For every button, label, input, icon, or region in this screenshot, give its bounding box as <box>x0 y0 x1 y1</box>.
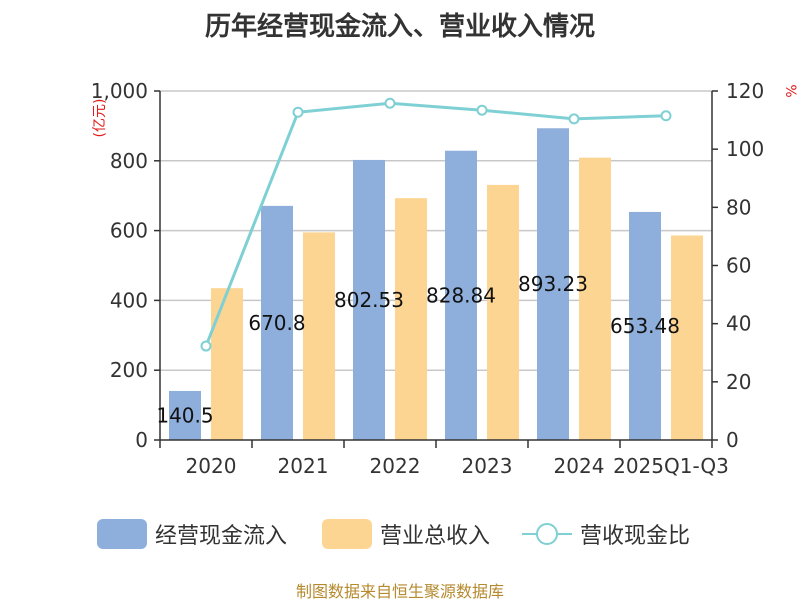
legend-label-cash-ratio: 营收现金比 <box>580 524 691 549</box>
chart-legend: 经营现金流入 营业总收入 营收现金比 <box>0 516 800 556</box>
legend-label-revenue: 营业总收入 <box>380 524 491 549</box>
line-cash-ratio <box>204 101 667 347</box>
bar-revenue <box>671 235 703 440</box>
x-tick-label: 2020 <box>186 454 237 478</box>
axes-layer: 0 200 400 600 800 1,000 0 20 40 60 80 100 120 (亿元)% 20… <box>91 79 798 478</box>
y-right-tick-label: 80 <box>726 195 751 219</box>
data-label-cash-inflow: 653.48 <box>610 314 680 338</box>
y-right-unit-label: % <box>782 84 798 97</box>
data-label-cash-inflow: 140.5 <box>156 403 213 427</box>
x-tick-label: 2025Q1-Q3 <box>613 454 729 478</box>
bar-revenue <box>211 288 243 440</box>
legend-line-cash-ratio <box>522 519 572 549</box>
legend-item-cash-inflow[interactable]: 经营现金流入 <box>97 516 287 552</box>
y-right-tick-label: 120 <box>726 79 764 103</box>
chart-title: 历年经营现金流入、营业收入情况 <box>204 12 595 42</box>
bar-cash-inflow <box>261 205 293 440</box>
legend-item-cash-ratio[interactable]: 营收现金比 <box>522 516 690 552</box>
point-cash-ratio <box>384 97 396 109</box>
data-label-cash-inflow: 802.53 <box>334 288 404 312</box>
bars-layer <box>169 128 703 440</box>
line-layer <box>200 97 672 352</box>
y-left-tick-label: 800 <box>110 149 148 173</box>
bar-revenue <box>303 232 335 440</box>
bar-revenue <box>487 184 519 440</box>
bar-cash-inflow <box>537 128 569 440</box>
y-right-tick-label: 20 <box>726 370 751 394</box>
point-cash-ratio <box>568 113 580 125</box>
y-left-tick-label: 200 <box>110 358 148 382</box>
bar-revenue <box>395 198 427 440</box>
point-cash-ratio <box>200 340 212 352</box>
bar-cash-inflow <box>353 159 385 440</box>
y-left-tick-label: 400 <box>110 288 148 312</box>
x-tick-label: 2022 <box>370 454 421 478</box>
data-source-note: 制图数据来自恒生聚源数据库 <box>295 582 504 601</box>
y-right-tick-label: 60 <box>726 254 751 278</box>
legend-item-revenue[interactable]: 营业总收入 <box>322 516 490 552</box>
y-right-tick-label: 40 <box>726 312 751 336</box>
y-right-tick-label: 100 <box>726 137 764 161</box>
y-left-tick-label: 0 <box>135 428 148 452</box>
x-tick-label: 2023 <box>462 454 513 478</box>
y-right-tick-label: 0 <box>726 428 739 452</box>
legend-label-cash-inflow: 经营现金流入 <box>155 524 288 549</box>
point-cash-ratio <box>660 110 672 122</box>
x-tick-label: 2024 <box>554 454 605 478</box>
data-label-cash-inflow: 893.23 <box>518 272 588 296</box>
labels-layer: 140.5 670.8 802.53 828.84 893.23 653.48 <box>156 272 680 427</box>
legend-swatch-revenue <box>322 519 372 549</box>
data-label-cash-inflow: 670.8 <box>248 311 305 335</box>
bar-cash-inflow <box>169 390 201 440</box>
y-left-tick-label: 600 <box>110 219 148 243</box>
y-left-tick-label: 1,000 <box>91 79 148 103</box>
bar-revenue <box>579 157 611 440</box>
data-label-cash-inflow: 828.84 <box>426 283 496 307</box>
bar-cash-inflow <box>629 211 661 440</box>
bar-cash-inflow <box>445 150 477 440</box>
x-tick-label: 2021 <box>278 454 329 478</box>
point-cash-ratio <box>292 106 304 118</box>
legend-swatch-cash-inflow <box>97 519 147 549</box>
point-cash-ratio <box>476 104 488 116</box>
y-left-unit-label: (亿元) <box>92 99 108 138</box>
